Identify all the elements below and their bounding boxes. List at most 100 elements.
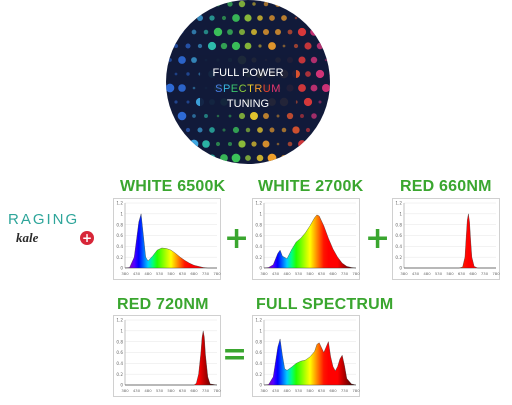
spectrum-area xyxy=(124,213,217,269)
badge-dot xyxy=(238,140,246,148)
badge-dot xyxy=(197,43,203,49)
x-tick-label: 580 xyxy=(446,271,454,276)
badge-dot xyxy=(329,71,330,77)
badge-dot xyxy=(303,97,313,107)
x-tick-label: 430 xyxy=(272,388,280,393)
y-tick-label: 0.6 xyxy=(116,233,123,238)
badge-dot xyxy=(185,127,191,133)
brand-word-raging: RAGING xyxy=(8,211,80,228)
badge-dot xyxy=(305,127,311,133)
badge-dot xyxy=(166,140,174,148)
badge-dot xyxy=(186,72,190,76)
x-tick-label: 680 xyxy=(469,271,477,276)
badge-dot xyxy=(174,72,178,76)
badge-dot xyxy=(178,140,186,148)
badge-dot xyxy=(324,58,328,62)
x-tick-label: 580 xyxy=(167,271,175,276)
badge-dot xyxy=(238,112,246,120)
brand-word-kale: kale xyxy=(16,230,39,245)
badge-dot xyxy=(328,154,330,162)
badge-dot xyxy=(186,100,190,104)
badge-letter: T xyxy=(247,83,254,95)
badge-letter: R xyxy=(254,83,262,95)
y-tick-label: 0.8 xyxy=(255,339,262,344)
y-tick-label: 0.2 xyxy=(116,255,123,260)
x-tick-label: 530 xyxy=(435,271,443,276)
badge-dot xyxy=(305,155,311,161)
badge-dot xyxy=(328,126,330,134)
badge-dot xyxy=(186,156,190,160)
y-tick-label: 0 xyxy=(120,383,123,388)
badge-dot xyxy=(203,29,209,35)
badge-dot xyxy=(215,141,221,147)
badge-letter: C xyxy=(239,83,247,95)
badge-dot xyxy=(256,154,264,162)
x-tick-label: 730 xyxy=(202,271,210,276)
badge-dot xyxy=(275,1,281,7)
badge-dot xyxy=(231,153,241,163)
badge-dot xyxy=(191,57,197,63)
badge-dot xyxy=(298,84,306,92)
badge-dot xyxy=(177,111,187,121)
x-tick-label: 730 xyxy=(341,271,349,276)
badge-label-box xyxy=(200,55,296,110)
badge-dot xyxy=(174,100,178,104)
y-tick-label: 0.2 xyxy=(395,255,402,260)
x-tick-label: 780 xyxy=(352,388,360,393)
badge-dot xyxy=(263,1,269,7)
badge-dot xyxy=(324,114,328,118)
badge-dot xyxy=(281,127,287,133)
y-tick-label: 0.4 xyxy=(116,244,123,249)
badge-dot xyxy=(198,156,202,160)
badge-dot xyxy=(203,1,209,7)
badge-dot xyxy=(282,44,286,48)
y-tick-label: 1 xyxy=(120,328,123,333)
badge-dot xyxy=(232,14,240,22)
badge-dot xyxy=(172,154,180,162)
badge-letter: E xyxy=(231,83,239,95)
badge-dot xyxy=(228,114,232,118)
badge-dot xyxy=(316,14,324,22)
spectrum-area xyxy=(263,214,357,269)
y-tick-label: 0.8 xyxy=(116,339,123,344)
badge-dot xyxy=(298,140,306,148)
x-tick-label: 530 xyxy=(156,388,164,393)
badge-dot xyxy=(287,29,293,35)
badge-dot xyxy=(310,56,318,64)
badge-dot xyxy=(274,28,282,36)
badge-dot xyxy=(222,128,226,132)
badge-dot xyxy=(262,140,270,148)
badge-dot xyxy=(280,154,288,162)
y-tick-label: 0.4 xyxy=(116,361,123,366)
heading-white-2700k: WHITE 2700K xyxy=(258,178,364,195)
badge-dot xyxy=(298,56,306,64)
y-tick-label: 1.2 xyxy=(255,318,262,323)
badge-dot xyxy=(250,112,258,120)
badge-dot xyxy=(244,14,252,22)
badge-dot xyxy=(298,0,306,8)
y-tick-label: 0.4 xyxy=(395,244,402,249)
badge-dot xyxy=(213,27,223,37)
x-tick-label: 380 xyxy=(121,271,129,276)
badge-dot xyxy=(215,1,221,7)
badge-dot xyxy=(178,84,186,92)
y-tick-label: 0.4 xyxy=(255,244,262,249)
y-tick-label: 0 xyxy=(399,266,402,271)
y-tick-label: 1 xyxy=(120,211,123,216)
y-tick-label: 0.6 xyxy=(116,350,123,355)
badge-dot xyxy=(220,42,228,50)
badge-dot xyxy=(310,28,318,36)
x-tick-label: 380 xyxy=(260,271,268,276)
badge-dot xyxy=(321,0,330,9)
badge-dot xyxy=(209,127,215,133)
badge-dot xyxy=(185,43,191,49)
badge-dot xyxy=(311,113,317,119)
spectrum-area xyxy=(263,338,357,386)
x-tick-label: 680 xyxy=(190,271,198,276)
x-tick-label: 680 xyxy=(190,388,198,393)
plus-operator-2: + xyxy=(365,221,391,256)
badge-dot xyxy=(178,56,186,64)
badge-dot xyxy=(300,114,304,118)
badge-dot xyxy=(232,126,240,134)
